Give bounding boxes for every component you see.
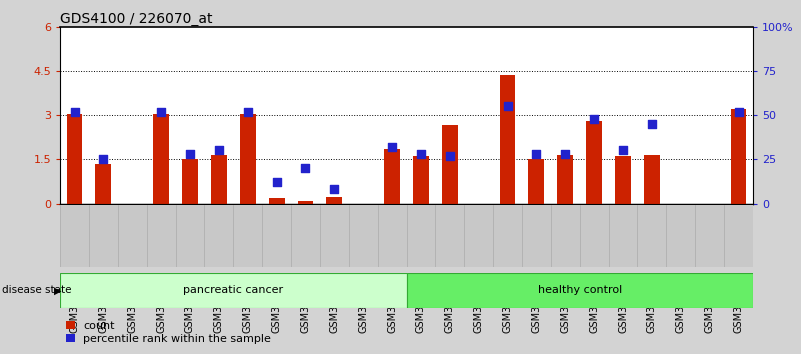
Point — [385, 144, 398, 150]
Text: disease state: disease state — [2, 285, 71, 295]
Bar — [182, 159, 198, 204]
Bar — [95, 164, 111, 204]
Point — [328, 187, 340, 192]
Bar — [268, 198, 284, 204]
Point — [68, 109, 81, 114]
Bar — [153, 114, 169, 204]
Text: ▶: ▶ — [54, 285, 62, 295]
Bar — [442, 125, 457, 204]
Point — [501, 103, 514, 109]
Bar — [239, 114, 256, 204]
Point — [97, 156, 110, 162]
Bar — [557, 155, 574, 204]
Point — [646, 121, 658, 127]
Bar — [615, 156, 631, 204]
Point — [212, 148, 225, 153]
Point — [530, 151, 543, 157]
Point — [299, 165, 312, 171]
Bar — [406, 273, 753, 308]
Point — [270, 179, 283, 185]
Text: healthy control: healthy control — [537, 285, 622, 295]
Point — [617, 148, 630, 153]
Text: pancreatic cancer: pancreatic cancer — [183, 285, 284, 295]
Bar — [211, 155, 227, 204]
Bar — [66, 114, 83, 204]
Bar — [529, 159, 545, 204]
Point — [588, 116, 601, 121]
Point — [444, 153, 457, 159]
Point — [241, 109, 254, 114]
Point — [183, 151, 196, 157]
Bar — [60, 273, 406, 308]
Point — [415, 151, 428, 157]
Bar — [731, 109, 747, 204]
Bar — [413, 156, 429, 204]
Bar — [326, 197, 342, 204]
Bar — [644, 155, 660, 204]
Bar — [297, 201, 313, 204]
Point — [732, 109, 745, 114]
Bar — [500, 75, 516, 204]
Point — [559, 151, 572, 157]
Bar — [586, 121, 602, 204]
Legend: count, percentile rank within the sample: count, percentile rank within the sample — [66, 321, 272, 344]
Text: GDS4100 / 226070_at: GDS4100 / 226070_at — [60, 12, 212, 25]
Point — [155, 109, 167, 114]
Bar — [384, 149, 400, 204]
